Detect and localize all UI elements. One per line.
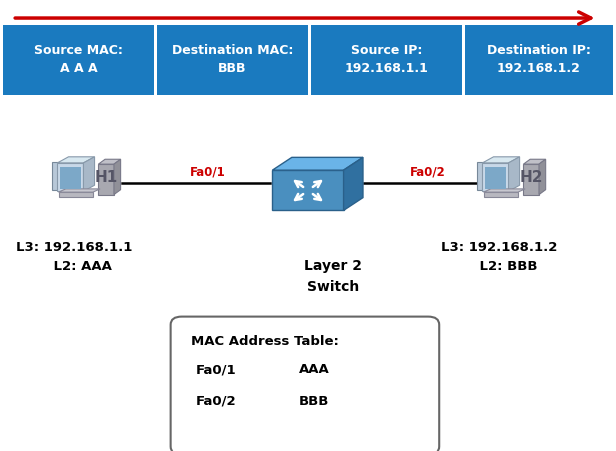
- FancyBboxPatch shape: [3, 25, 154, 95]
- FancyBboxPatch shape: [465, 25, 613, 95]
- Polygon shape: [57, 163, 84, 191]
- Polygon shape: [52, 162, 83, 190]
- Polygon shape: [60, 167, 81, 189]
- FancyBboxPatch shape: [311, 25, 462, 95]
- Polygon shape: [477, 162, 508, 190]
- Polygon shape: [272, 170, 344, 210]
- Polygon shape: [524, 159, 546, 164]
- Text: AAA: AAA: [299, 363, 330, 376]
- Text: Fa0/2: Fa0/2: [410, 165, 446, 178]
- Text: Fa0/1: Fa0/1: [195, 363, 236, 376]
- Text: H2: H2: [519, 170, 543, 185]
- Text: Destination MAC:
BBB: Destination MAC: BBB: [172, 44, 293, 75]
- Polygon shape: [539, 159, 546, 194]
- Text: Layer 2
Switch: Layer 2 Switch: [304, 259, 362, 294]
- Polygon shape: [482, 163, 509, 191]
- Polygon shape: [99, 159, 121, 164]
- FancyBboxPatch shape: [171, 317, 439, 451]
- Polygon shape: [524, 164, 539, 194]
- Polygon shape: [59, 192, 93, 197]
- Text: L3: 192.168.1.2
    L2: BBB: L3: 192.168.1.2 L2: BBB: [441, 241, 557, 273]
- Text: H1: H1: [95, 170, 118, 185]
- Text: L3: 192.168.1.1
    L2: AAA: L3: 192.168.1.1 L2: AAA: [16, 241, 132, 273]
- Polygon shape: [482, 157, 520, 163]
- Polygon shape: [485, 167, 506, 189]
- Polygon shape: [272, 157, 363, 170]
- Polygon shape: [484, 189, 525, 192]
- Text: Source MAC:
A A A: Source MAC: A A A: [34, 44, 123, 75]
- FancyBboxPatch shape: [157, 25, 308, 95]
- Text: Destination IP:
192.168.1.2: Destination IP: 192.168.1.2: [487, 44, 591, 75]
- Text: Source IP:
192.168.1.1: Source IP: 192.168.1.1: [344, 44, 429, 75]
- Polygon shape: [84, 157, 95, 191]
- Polygon shape: [344, 157, 363, 210]
- Polygon shape: [99, 164, 114, 194]
- Polygon shape: [57, 157, 95, 163]
- Polygon shape: [509, 157, 520, 191]
- Text: Fa0/1: Fa0/1: [190, 165, 226, 178]
- Polygon shape: [484, 192, 518, 197]
- Polygon shape: [59, 189, 100, 192]
- Text: MAC Address Table:: MAC Address Table:: [191, 335, 339, 348]
- Polygon shape: [114, 159, 121, 194]
- Text: BBB: BBB: [299, 395, 329, 408]
- Text: Fa0/2: Fa0/2: [195, 395, 236, 408]
